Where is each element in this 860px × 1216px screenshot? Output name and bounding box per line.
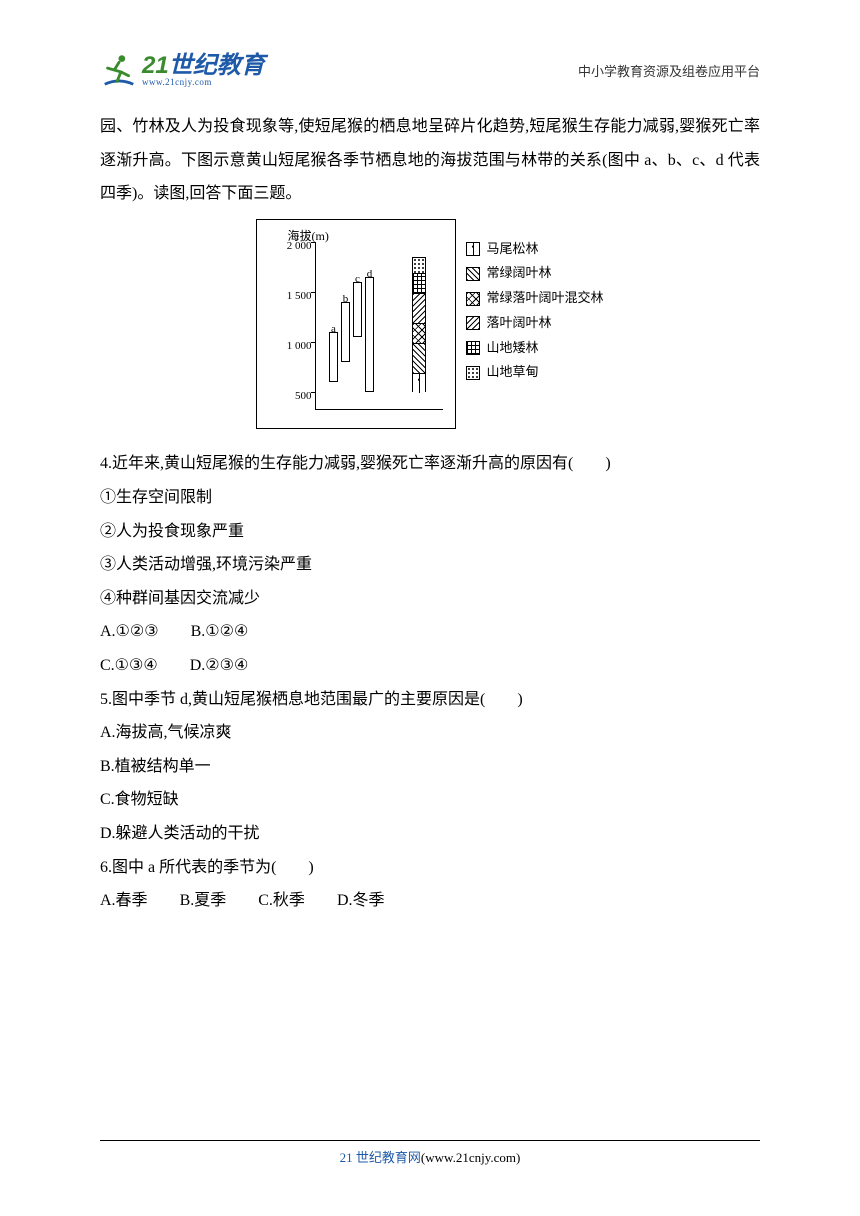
q6-stem: 6.图中 a 所代表的季节为( ): [100, 851, 760, 885]
header-title: 中小学教育资源及组卷应用平台: [578, 61, 760, 80]
page-header: 21世纪教育 www.21cnjy.com 中小学教育资源及组卷应用平台: [100, 45, 760, 95]
q5-opt-c: C.食物短缺: [100, 783, 760, 817]
legend-label: 常绿阔叶林: [486, 261, 551, 286]
q4-options-row2: C.①③④ D.②③④: [100, 649, 760, 683]
logo-url: www.21cnjy.com: [142, 78, 265, 87]
logo: 21世纪教育 www.21cnjy.com: [100, 51, 265, 89]
legend-item: 山地矮林: [466, 336, 603, 361]
content: 园、竹林及人为投食现象等,使短尾猴的栖息地呈碎片化趋势,短尾猴生存能力减弱,婴猴…: [100, 110, 760, 918]
figure: 海拔(m) 5001 0001 5002 000abcd 马尾松林常绿阔叶林常绿…: [100, 219, 760, 442]
q6-opt-b: B.夏季: [180, 884, 227, 918]
legend-item: 常绿阔叶林: [466, 261, 603, 286]
legend-swatch: [466, 267, 480, 281]
vegetation-segment: [413, 258, 425, 273]
legend-item: 落叶阔叶林: [466, 311, 603, 336]
q4-item-1: ①生存空间限制: [100, 481, 760, 515]
vegetation-segment: [413, 293, 425, 323]
intro-paragraph: 园、竹林及人为投食现象等,使短尾猴的栖息地呈碎片化趋势,短尾猴生存能力减弱,婴猴…: [100, 110, 760, 211]
y-tick: 500: [269, 385, 311, 408]
bar-label: a: [328, 318, 338, 341]
q5-stem: 5.图中季节 d,黄山短尾猴栖息地范围最广的主要原因是( ): [100, 683, 760, 717]
q4-opt-d: D.②③④: [190, 649, 249, 683]
legend: 马尾松林常绿阔叶林常绿落叶阔叶混交林落叶阔叶林山地矮林山地草甸: [466, 237, 603, 385]
q4-opt-c: C.①③④: [100, 649, 158, 683]
chart: 海拔(m) 5001 0001 5002 000abcd: [256, 219, 456, 429]
q5-opt-d: D.躲避人类活动的干扰: [100, 817, 760, 851]
footer-brand: 21 世纪教育网: [340, 1150, 421, 1165]
runner-icon: [100, 51, 138, 89]
legend-swatch: [466, 292, 480, 306]
bar-label: d: [364, 263, 374, 286]
q4-item-2: ②人为投食现象严重: [100, 515, 760, 549]
bar-label: b: [340, 288, 350, 311]
y-tick: 2 000: [269, 235, 311, 258]
q4-item-4: ④种群间基因交流减少: [100, 582, 760, 616]
legend-swatch: [466, 366, 480, 380]
footer: 21 世纪教育网(www.21cnjy.com): [100, 1140, 760, 1166]
q4-opt-a: A.①②③: [100, 615, 159, 649]
q4-stem: 4.近年来,黄山短尾猴的生存能力减弱,婴猴死亡率逐渐升高的原因有( ): [100, 447, 760, 481]
vegetation-segment: [413, 323, 425, 343]
vegetation-segment: [413, 273, 425, 293]
legend-label: 落叶阔叶林: [486, 311, 551, 336]
legend-swatch: [466, 341, 480, 355]
bar-label: c: [352, 268, 362, 291]
legend-item: 常绿落叶阔叶混交林: [466, 286, 603, 311]
y-tick: 1 000: [269, 335, 311, 358]
q4-options-row1: A.①②③ B.①②④: [100, 615, 760, 649]
q5-opt-a: A.海拔高,气候凉爽: [100, 716, 760, 750]
legend-label: 山地矮林: [486, 336, 538, 361]
q4-item-3: ③人类活动增强,环境污染严重: [100, 548, 760, 582]
vegetation-segment: [413, 343, 425, 373]
legend-item: 马尾松林: [466, 237, 603, 262]
legend-swatch: [466, 242, 480, 256]
logo-blue: 世纪教育: [169, 52, 265, 79]
q6-opt-c: C.秋季: [258, 884, 305, 918]
logo-text: 21世纪教育 www.21cnjy.com: [142, 54, 265, 87]
legend-label: 常绿落叶阔叶混交林: [486, 286, 603, 311]
vegetation-segment: [413, 373, 425, 393]
y-tick: 1 500: [269, 285, 311, 308]
x-axis: [315, 409, 443, 410]
q6-opt-d: D.冬季: [337, 884, 385, 918]
logo-green: 21: [142, 52, 169, 79]
legend-item: 山地草甸: [466, 360, 603, 385]
legend-label: 马尾松林: [486, 237, 538, 262]
q6-opt-a: A.春季: [100, 884, 148, 918]
q5-opt-b: B.植被结构单一: [100, 750, 760, 784]
legend-label: 山地草甸: [486, 360, 538, 385]
legend-swatch: [466, 316, 480, 330]
y-axis: [315, 242, 316, 410]
q4-opt-b: B.①②④: [191, 615, 249, 649]
vegetation-column: [412, 257, 426, 392]
q6-options: A.春季 B.夏季 C.秋季 D.冬季: [100, 884, 760, 918]
footer-url: (www.21cnjy.com): [421, 1150, 520, 1165]
habitat-bar: [365, 277, 374, 392]
